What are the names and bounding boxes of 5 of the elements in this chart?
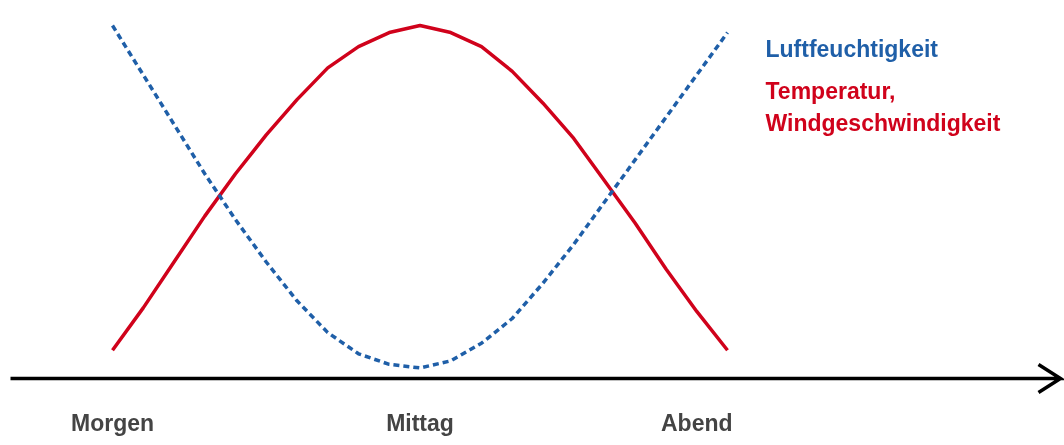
x-tick-label: Morgen bbox=[70, 410, 155, 437]
series-label: Luftfeuchtigkeit bbox=[765, 36, 939, 63]
x-tick-label: Abend bbox=[660, 410, 733, 437]
x-tick-label: Mittag bbox=[386, 410, 454, 437]
text: Temperatur, Windgeschwindigkeit bbox=[765, 78, 1001, 136]
